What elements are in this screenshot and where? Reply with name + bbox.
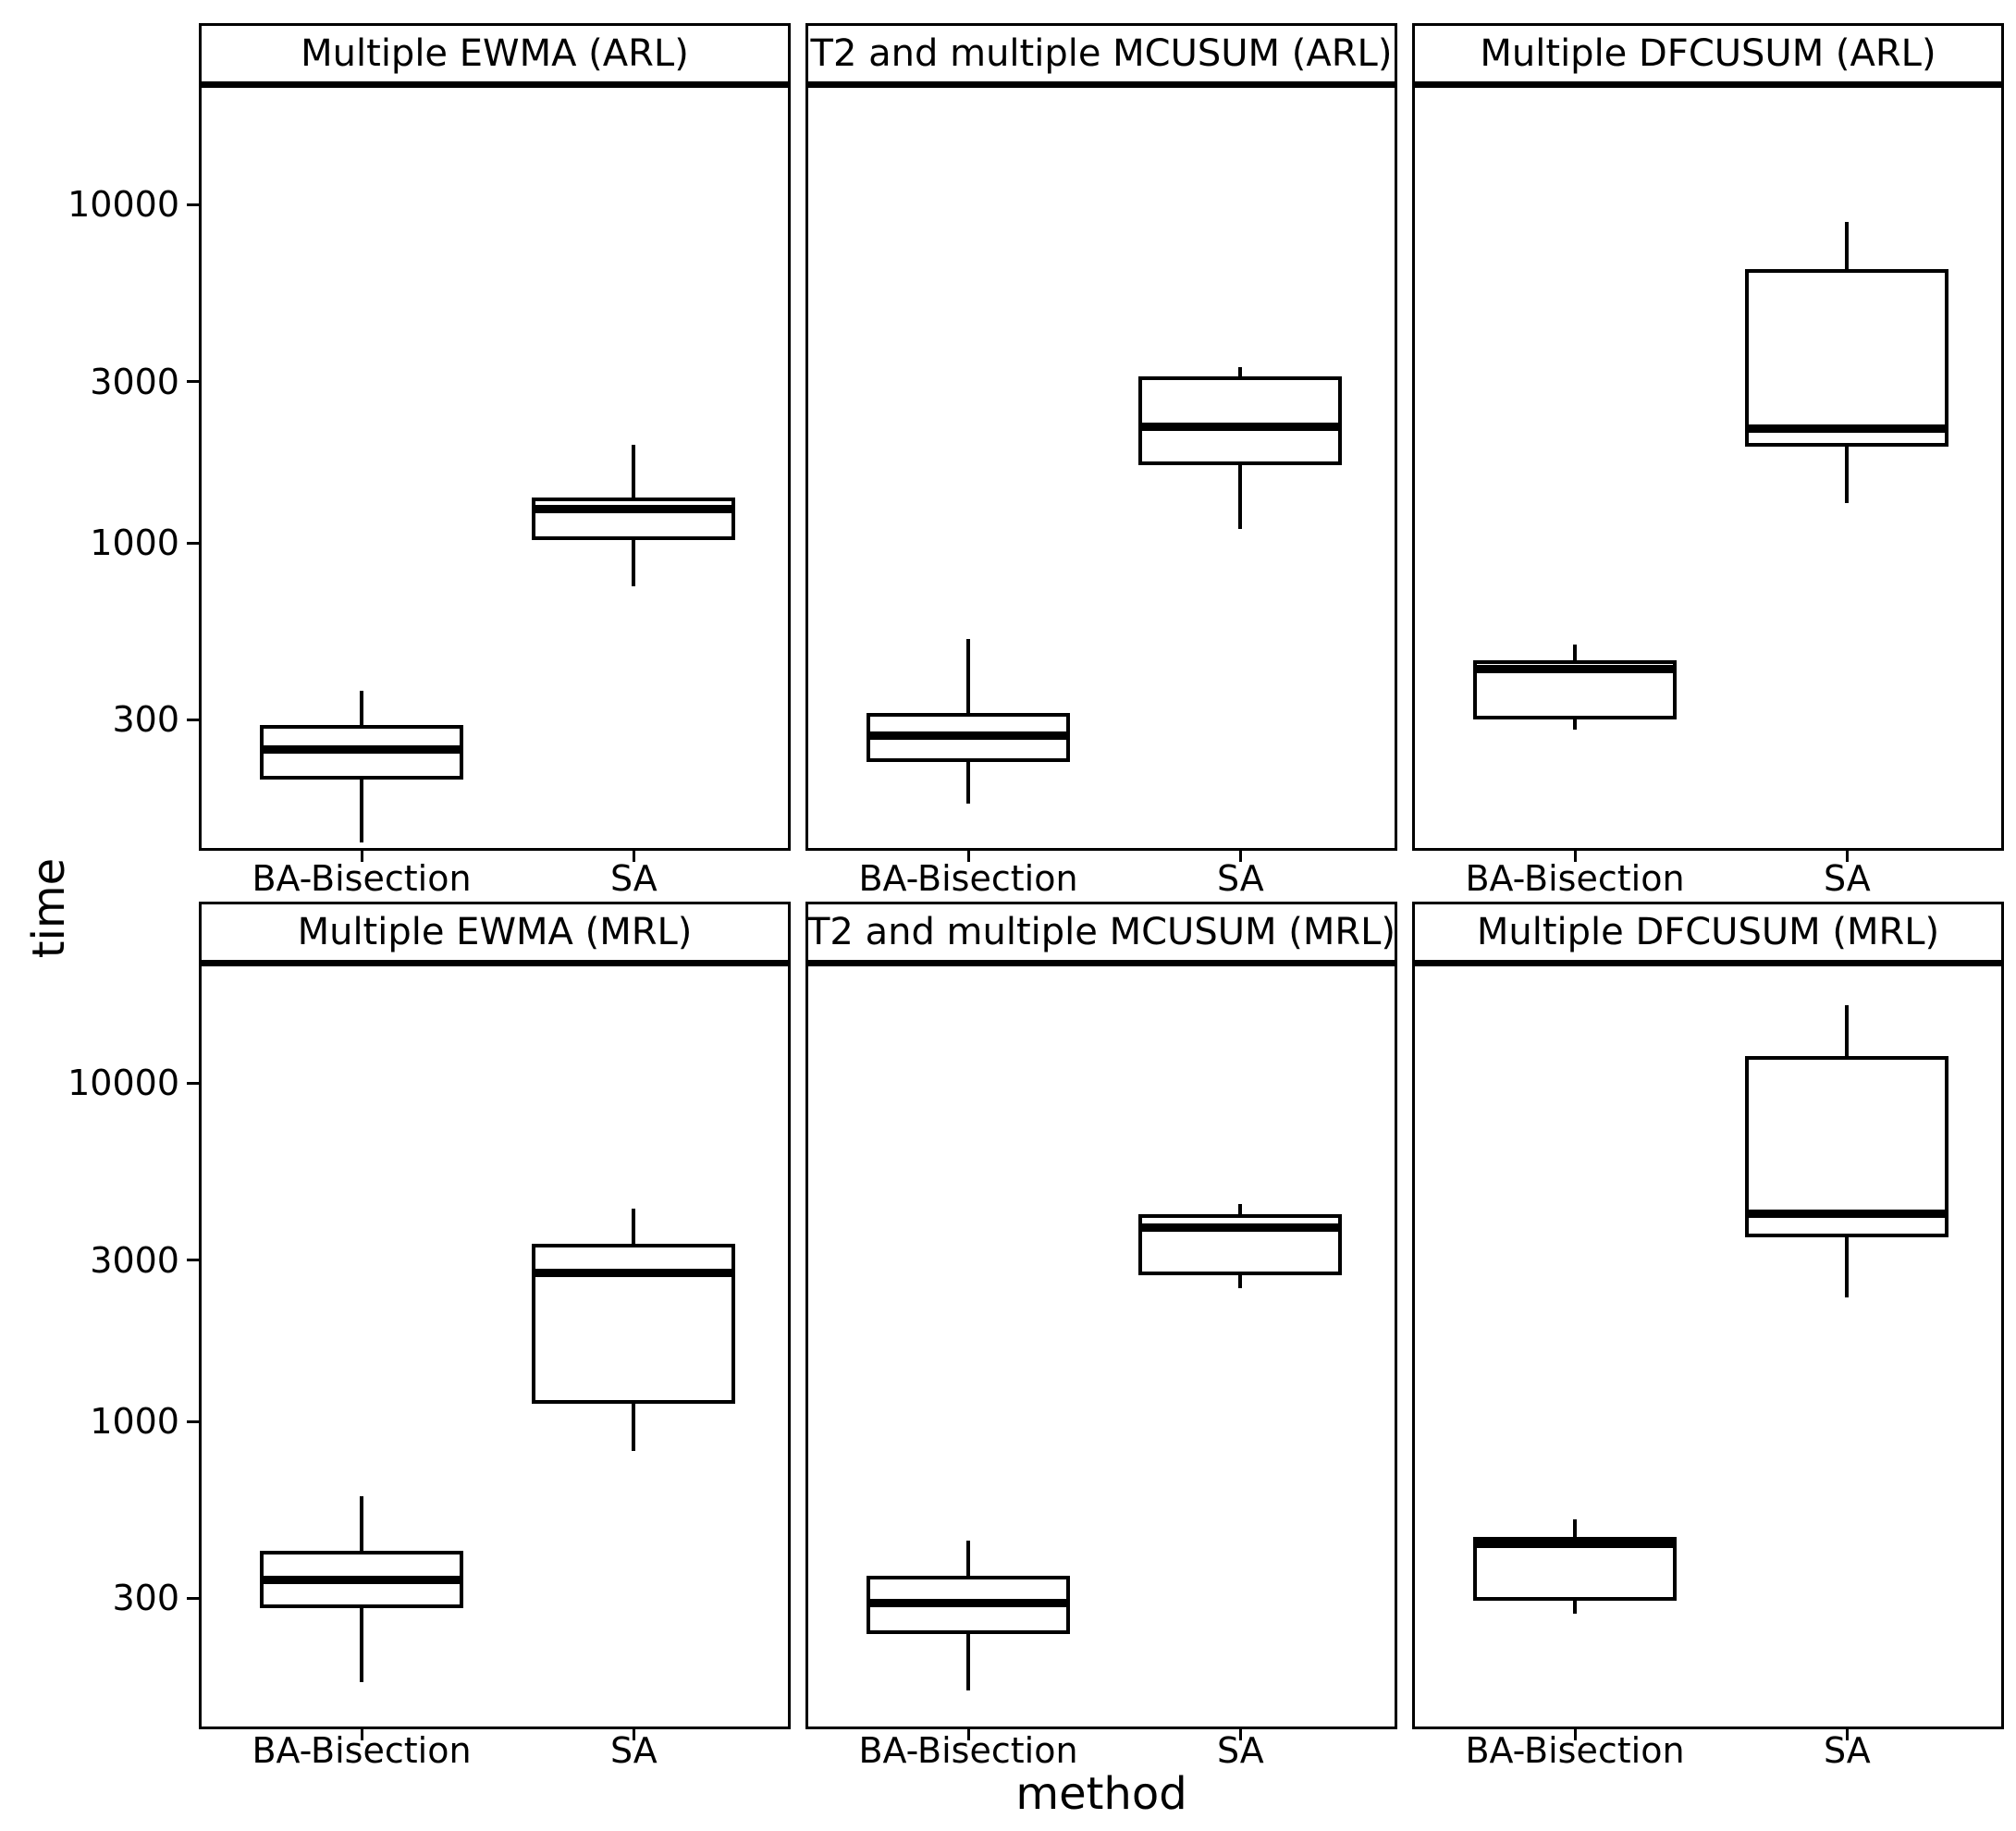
- x-tick-label: BA-Bisection: [252, 858, 472, 899]
- x-tick-mark: [360, 1729, 363, 1740]
- boxplot-box: [1745, 1056, 1949, 1238]
- x-tick-mark: [632, 851, 635, 862]
- facet-title: Multiple DFCUSUM (MRL): [1476, 911, 1940, 953]
- y-tick-label: 3000: [90, 1239, 179, 1281]
- x-tick-mark: [1845, 851, 1849, 862]
- y-tick-mark: [187, 1081, 199, 1085]
- facet-title: Multiple DFCUSUM (ARL): [1480, 32, 1936, 75]
- boxplot-median: [260, 1575, 463, 1584]
- x-tick-label: SA: [609, 1730, 658, 1771]
- facet-panel: [1412, 88, 2004, 851]
- facet-strip: T2 and multiple MCUSUM (ARL): [805, 23, 1397, 88]
- boxplot-lower-whisker: [1845, 1237, 1850, 1297]
- x-tick-label: SA: [1216, 858, 1264, 899]
- boxplot-lower-whisker: [1238, 1275, 1243, 1288]
- boxplot-median: [1138, 423, 1343, 432]
- x-tick-mark: [1573, 851, 1577, 862]
- x-tick-mark: [360, 851, 363, 862]
- x-tick-mark: [966, 851, 970, 862]
- boxplot-box: [1138, 376, 1343, 465]
- x-axis-title: method: [1015, 1768, 1187, 1820]
- boxplot-lower-whisker: [360, 779, 363, 843]
- y-tick-label: 10000: [68, 1063, 179, 1104]
- x-tick-mark: [1573, 1729, 1577, 1740]
- y-tick-label: 1000: [90, 522, 179, 564]
- x-tick-label: SA: [609, 858, 658, 899]
- facet-title: T2 and multiple MCUSUM (ARL): [810, 32, 1393, 75]
- boxplot-median: [1473, 664, 1677, 673]
- boxplot-upper-whisker: [1238, 1203, 1243, 1214]
- boxplot-box: [532, 498, 736, 540]
- boxplot-upper-whisker: [632, 444, 636, 498]
- boxplot-lower-whisker: [1845, 446, 1850, 504]
- boxplot-median: [867, 1599, 1070, 1608]
- boxplot-lower-whisker: [966, 1634, 970, 1691]
- boxplot-median: [532, 1268, 736, 1277]
- y-tick-label: 10000: [68, 184, 179, 226]
- boxplot-lower-whisker: [1238, 464, 1243, 529]
- facet-strip: Multiple DFCUSUM (MRL): [1412, 902, 2004, 966]
- y-tick-mark: [187, 1259, 199, 1262]
- x-tick-mark: [1238, 1729, 1242, 1740]
- boxplot-median: [1745, 1210, 1949, 1219]
- facet-title: T2 and multiple MCUSUM (MRL): [806, 911, 1396, 953]
- boxplot-lower-whisker: [1573, 719, 1577, 731]
- boxplot-upper-whisker: [966, 1540, 970, 1576]
- boxplot-upper-whisker: [1845, 221, 1850, 269]
- boxplot-lower-whisker: [966, 762, 970, 804]
- boxplot-lower-whisker: [632, 539, 636, 586]
- x-tick-label: SA: [1823, 1730, 1871, 1771]
- boxplot-median: [867, 731, 1070, 740]
- x-tick-mark: [1845, 1729, 1849, 1740]
- boxplot-upper-whisker: [632, 1209, 636, 1244]
- y-tick-mark: [187, 541, 199, 545]
- x-tick-label: BA-Bisection: [1465, 858, 1685, 899]
- boxplot-upper-whisker: [1238, 367, 1243, 377]
- boxplot-lower-whisker: [632, 1403, 636, 1451]
- boxplot-lower-whisker: [1573, 1601, 1577, 1615]
- boxplot-median: [532, 504, 736, 513]
- x-tick-label: BA-Bisection: [252, 1730, 472, 1771]
- y-tick-mark: [187, 203, 199, 206]
- y-tick-label: 300: [112, 1578, 179, 1619]
- boxplot-upper-whisker: [966, 638, 970, 713]
- x-tick-label: BA-Bisection: [1465, 1730, 1685, 1771]
- boxplot-box: [1745, 268, 1949, 447]
- y-tick-label: 3000: [90, 361, 179, 402]
- y-tick-mark: [187, 1419, 199, 1423]
- y-tick-mark: [187, 718, 199, 721]
- facet-title: Multiple EWMA (MRL): [297, 911, 693, 953]
- boxplot-upper-whisker: [1845, 1004, 1850, 1057]
- boxplot-median: [1138, 1223, 1343, 1232]
- facet-strip: T2 and multiple MCUSUM (MRL): [805, 902, 1397, 966]
- x-tick-label: BA-Bisection: [858, 858, 1078, 899]
- boxplot-median: [260, 745, 463, 755]
- facet-strip: Multiple DFCUSUM (ARL): [1412, 23, 2004, 88]
- facet-panel: [199, 88, 791, 851]
- boxplot-upper-whisker: [360, 1496, 363, 1551]
- facet-strip: Multiple EWMA (ARL): [199, 23, 791, 88]
- boxplot-median: [1745, 424, 1949, 434]
- x-tick-label: SA: [1216, 1730, 1264, 1771]
- y-tick-label: 1000: [90, 1401, 179, 1443]
- y-tick-mark: [187, 1596, 199, 1600]
- facet-title: Multiple EWMA (ARL): [301, 32, 689, 75]
- y-tick-mark: [187, 380, 199, 384]
- boxplot-upper-whisker: [1573, 1518, 1577, 1538]
- y-tick-label: 300: [112, 699, 179, 741]
- boxplot-upper-whisker: [360, 691, 363, 725]
- boxplot-median: [1473, 1539, 1677, 1548]
- boxplot-upper-whisker: [1573, 645, 1577, 660]
- x-tick-mark: [966, 1729, 970, 1740]
- x-tick-mark: [632, 1729, 635, 1740]
- x-tick-label: BA-Bisection: [858, 1730, 1078, 1771]
- facet-strip: Multiple EWMA (MRL): [199, 902, 791, 966]
- y-axis-title: time: [23, 857, 75, 959]
- x-tick-label: SA: [1823, 858, 1871, 899]
- boxplot-lower-whisker: [360, 1608, 363, 1682]
- x-tick-mark: [1238, 851, 1242, 862]
